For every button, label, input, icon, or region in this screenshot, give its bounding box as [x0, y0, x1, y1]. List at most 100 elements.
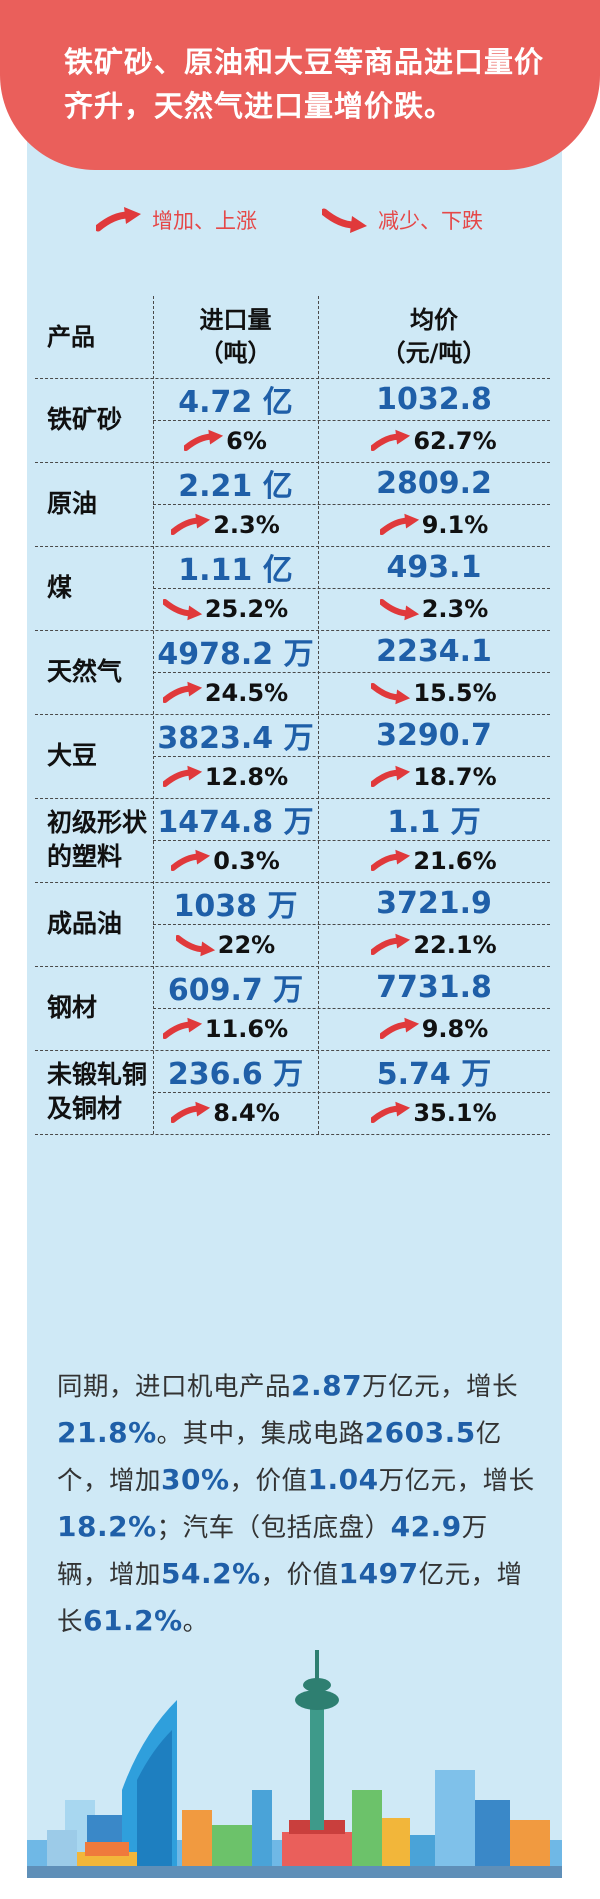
price-change-text: 21.6% — [413, 847, 497, 875]
price-value: 493.1 — [386, 549, 482, 585]
city-skyline-illustration — [27, 1650, 562, 1878]
volume-change-text: 8.4% — [213, 1099, 280, 1127]
table-divider-horizontal — [35, 1050, 550, 1051]
price-change-text: 15.5% — [413, 679, 497, 707]
volume-value: 609.7 万 — [167, 973, 304, 1008]
price-value: 5.74 万 — [376, 1057, 492, 1092]
volume-change: 24.5% — [153, 672, 318, 714]
table-divider-horizontal — [35, 630, 550, 631]
table-divider-vertical — [153, 296, 154, 1134]
table-row-product-name: 未锻轧铜 及铜材 — [35, 1050, 153, 1134]
summary-text: ，价值 — [260, 1560, 339, 1590]
volume-change: 11.6% — [153, 1008, 318, 1050]
price-change-text: 35.1% — [413, 1099, 497, 1127]
volume-change: 6% — [153, 420, 318, 462]
header-price-line1: 均价 — [410, 306, 458, 334]
volume-value: 1.11 亿 — [178, 553, 293, 588]
trend-up-arrow-icon — [371, 765, 411, 787]
product-name: 煤 — [47, 573, 73, 602]
summary-text: 同期，进口机电产品 — [57, 1372, 292, 1402]
price-change-text: 18.7% — [413, 763, 497, 791]
summary-text: 万辆，增加 — [57, 1513, 488, 1590]
summary-text: 万亿元，增长 — [378, 1466, 535, 1496]
trend-down-arrow-icon — [322, 208, 367, 233]
volume-change: 12.8% — [153, 756, 318, 798]
table-row-product-name: 成品油 — [35, 882, 153, 966]
volume-change-text: 0.3% — [213, 847, 280, 875]
legend-down: 减少、下跌 — [322, 200, 483, 240]
volume-value: 3823.4 万 — [157, 721, 314, 756]
volume-change: 25.2% — [153, 588, 318, 630]
table-row-product-name: 钢材 — [35, 966, 153, 1050]
price-change: 62.7% — [318, 420, 550, 462]
trend-up-arrow-icon — [162, 681, 202, 703]
trend-up-arrow-icon — [171, 849, 211, 871]
summary-figure: 30% — [161, 1463, 230, 1496]
summary-figure: 54.2% — [161, 1557, 261, 1590]
table-row-product-name: 煤 — [35, 546, 153, 630]
headline-text: 铁矿砂、原油和大豆等商品进口量价齐升，天然气进口量增价跌。 — [64, 45, 545, 123]
product-name: 成品油 — [47, 909, 123, 938]
summary-figure: 18.2% — [57, 1510, 157, 1543]
price-value: 2809.2 — [376, 465, 492, 501]
price-change: 9.8% — [318, 1008, 550, 1050]
table-divider-horizontal — [35, 966, 550, 967]
summary-text: 亿个，增加 — [57, 1419, 502, 1496]
price-change: 15.5% — [318, 672, 550, 714]
trend-up-arrow-icon — [379, 1017, 419, 1039]
table-divider-horizontal — [35, 882, 550, 883]
price-change-text: 9.8% — [421, 1015, 489, 1043]
header-product: 产品 — [47, 322, 95, 351]
price-change-text: 22.1% — [413, 931, 497, 959]
price-change: 18.7% — [318, 756, 550, 798]
summary-figure: 1.04 — [307, 1463, 379, 1496]
volume-change-text: 2.3% — [213, 511, 280, 539]
header-volume-unit: （吨） — [199, 339, 272, 367]
header-volume-line1: 进口量 — [199, 306, 272, 334]
summary-text: 万亿元，增长 — [362, 1372, 519, 1402]
trend-up-arrow-icon — [371, 849, 411, 871]
price-change: 21.6% — [318, 840, 550, 882]
summary-text: ；汽车（包括底盘） — [156, 1513, 391, 1543]
table-divider-horizontal — [153, 1008, 550, 1009]
trend-up-arrow-icon — [379, 513, 419, 535]
price-change-text: 9.1% — [421, 511, 489, 539]
price-value: 7731.8 — [376, 969, 492, 1005]
product-name-line1: 未锻轧铜 — [47, 1060, 148, 1089]
volume-value: 1474.8 万 — [157, 805, 314, 840]
trend-up-arrow-icon — [162, 1017, 202, 1039]
price-value: 3721.9 — [376, 885, 492, 921]
summary-text: 亿元，增长 — [57, 1560, 523, 1637]
volume-value: 4.72 亿 — [178, 385, 293, 420]
volume-change-text: 24.5% — [204, 679, 289, 707]
legend-down-label: 减少、下跌 — [378, 209, 483, 233]
summary-text: 。 — [182, 1607, 209, 1637]
table-divider-horizontal — [153, 420, 550, 421]
product-name-line1: 初级形状 — [47, 808, 148, 837]
table-divider-horizontal — [35, 462, 550, 463]
product-name: 铁矿砂 — [47, 405, 123, 434]
summary-text: 。其中，集成电路 — [156, 1419, 365, 1449]
price-change-text: 2.3% — [421, 595, 489, 623]
product-name: 钢材 — [47, 993, 98, 1022]
volume-value: 236.6 万 — [167, 1057, 304, 1092]
product-name-line2: 及铜材 — [47, 1094, 123, 1123]
trend-up-arrow-icon — [371, 429, 411, 451]
summary-figure: 2.87 — [291, 1369, 363, 1402]
volume-value: 4978.2 万 — [157, 637, 314, 672]
table-divider-horizontal — [153, 840, 550, 841]
header-volume: 进口量 （吨） — [153, 296, 318, 378]
volume-change: 22% — [153, 924, 318, 966]
table-divider-horizontal — [153, 756, 550, 757]
table-row-product-name: 天然气 — [35, 630, 153, 714]
table-divider-horizontal — [153, 672, 550, 673]
trend-up-arrow-icon — [184, 429, 224, 451]
table-divider-horizontal — [153, 1092, 550, 1093]
city-skyline-icon — [27, 1650, 562, 1878]
summary-figure: 61.2% — [83, 1604, 183, 1637]
trend-down-arrow-icon — [162, 599, 202, 621]
product-name: 原油 — [47, 489, 98, 518]
table-row-product-name: 原油 — [35, 462, 153, 546]
summary-paragraph: 同期，进口机电产品2.87万亿元，增长21.8%。其中，集成电路2603.5亿个… — [57, 1363, 535, 1645]
summary-figure: 42.9 — [390, 1510, 462, 1543]
